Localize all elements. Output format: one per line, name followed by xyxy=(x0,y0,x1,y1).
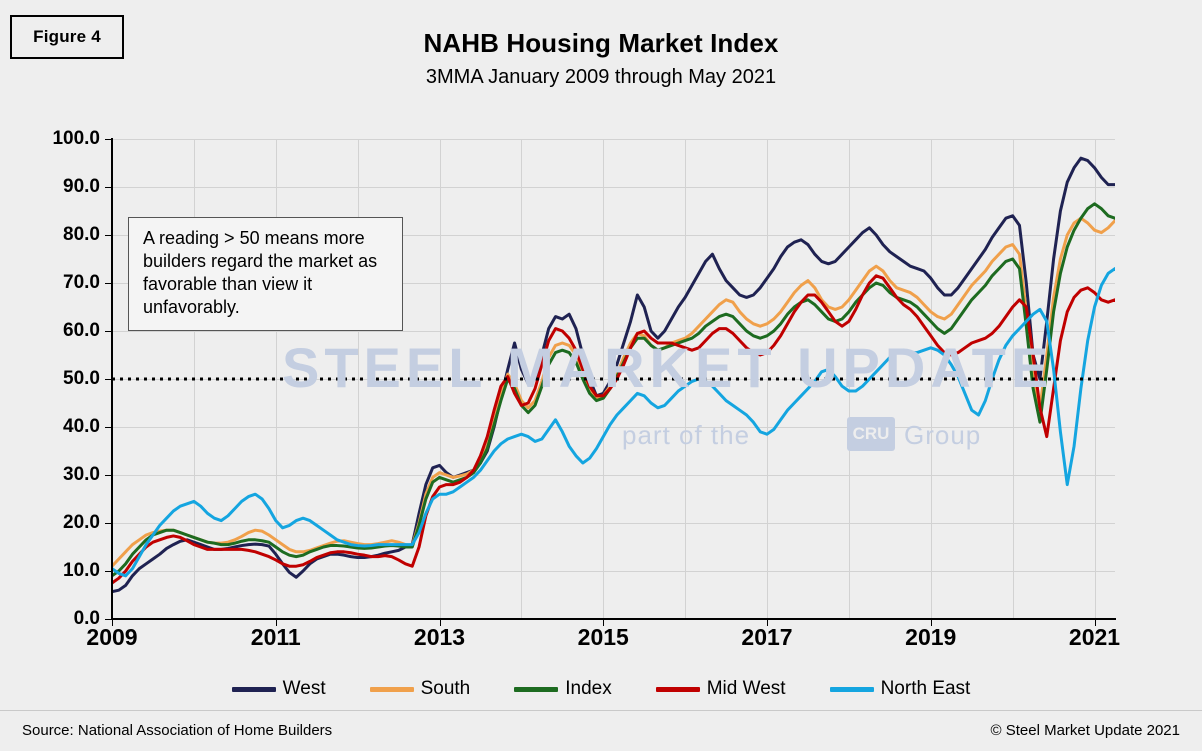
page-title: NAHB Housing Market Index xyxy=(423,28,779,58)
x-tick-label: 2019 xyxy=(905,624,957,650)
y-tick-label: 90.0 xyxy=(63,176,100,197)
legend-swatch-icon xyxy=(514,686,559,692)
x-tick-label: 2013 xyxy=(413,624,466,650)
gridline-vertical-minor xyxy=(1012,139,1014,619)
y-tick xyxy=(105,331,112,332)
series-line-north-east xyxy=(112,267,1115,578)
gridline-vertical xyxy=(1094,139,1096,619)
y-tick xyxy=(105,283,112,284)
series-layer xyxy=(112,156,1115,594)
y-tick xyxy=(105,139,112,140)
x-tick-label: 2015 xyxy=(577,624,629,650)
gridline-horizontal xyxy=(112,427,1115,428)
x-tick-label: 2009 xyxy=(86,624,138,650)
legend-item-south[interactable]: South xyxy=(369,678,471,700)
legend-swatch-icon xyxy=(829,686,874,692)
gridline-horizontal xyxy=(112,139,1115,140)
x-tick xyxy=(1094,619,1096,626)
gridline-horizontal xyxy=(112,235,1115,236)
legend-label: South xyxy=(420,678,471,699)
footer: Source: National Association of Home Bui… xyxy=(0,710,1202,751)
y-tick xyxy=(105,475,112,476)
x-tick xyxy=(767,619,769,626)
y-tick xyxy=(105,187,112,188)
x-tick xyxy=(275,619,277,626)
legend: West South Index Mid West North East xyxy=(0,678,1202,700)
x-axis-line xyxy=(111,618,1116,620)
gridline-vertical-minor xyxy=(685,139,687,619)
gridline-horizontal xyxy=(112,523,1115,524)
gridline-vertical xyxy=(930,139,932,619)
legend-label: Mid West xyxy=(706,678,786,699)
y-tick-label: 0.0 xyxy=(73,608,100,629)
series-line-west xyxy=(112,156,1115,594)
x-tick xyxy=(112,619,113,626)
y-tick xyxy=(105,571,112,572)
y-tick xyxy=(105,235,112,236)
y-tick xyxy=(105,427,112,428)
gridline-vertical xyxy=(275,139,277,619)
footer-copyright: © Steel Market Update 2021 xyxy=(990,722,1181,739)
footer-source: Source: National Association of Home Bui… xyxy=(22,722,333,739)
legend-label: Index xyxy=(565,678,612,699)
legend-label: North East xyxy=(880,678,971,699)
legend-item-west[interactable]: West xyxy=(231,678,326,700)
y-tick-label: 40.0 xyxy=(63,416,100,437)
y-tick-label: 20.0 xyxy=(63,512,100,533)
legend-label: West xyxy=(282,678,326,699)
y-tick xyxy=(105,379,112,380)
gridline-vertical-minor xyxy=(357,139,359,619)
plot-area xyxy=(105,138,1116,626)
gridline-horizontal xyxy=(112,475,1115,476)
legend-swatch-icon xyxy=(369,686,414,692)
x-tick-label: 2017 xyxy=(741,624,793,650)
x-tick xyxy=(930,619,932,626)
gridline-horizontal xyxy=(112,187,1115,188)
page-subtitle: 3MMA January 2009 through May 2021 xyxy=(425,66,777,88)
y-tick-label: 50.0 xyxy=(63,368,100,389)
y-tick xyxy=(105,619,112,620)
x-tick-label: 2011 xyxy=(250,624,301,650)
y-tick-label: 100.0 xyxy=(52,128,100,149)
x-tick xyxy=(603,619,605,626)
annotation-box: A reading > 50 means more builders regar… xyxy=(128,217,403,332)
y-tick-label: 80.0 xyxy=(63,224,100,245)
gridline-vertical xyxy=(767,139,769,619)
legend-item-north-east[interactable]: North East xyxy=(829,678,971,700)
x-tick xyxy=(439,619,441,626)
legend-item-mid-west[interactable]: Mid West xyxy=(655,678,786,700)
gridline-horizontal xyxy=(112,571,1115,572)
y-tick-label: 60.0 xyxy=(63,320,100,341)
gridline-horizontal xyxy=(112,283,1115,284)
legend-swatch-icon xyxy=(655,686,700,692)
y-tick-label: 70.0 xyxy=(63,272,100,293)
legend-swatch-icon xyxy=(231,686,276,692)
figure-tag: Figure 4 xyxy=(10,15,124,59)
y-tick-label: 30.0 xyxy=(63,464,100,485)
legend-item-index[interactable]: Index xyxy=(514,678,612,700)
gridline-horizontal xyxy=(112,331,1115,332)
x-tick-label: 2021 xyxy=(1068,624,1121,650)
y-tick-label: 10.0 xyxy=(63,560,100,581)
y-tick xyxy=(105,523,112,524)
y-axis-line xyxy=(111,138,113,620)
gridline-vertical xyxy=(603,139,605,619)
